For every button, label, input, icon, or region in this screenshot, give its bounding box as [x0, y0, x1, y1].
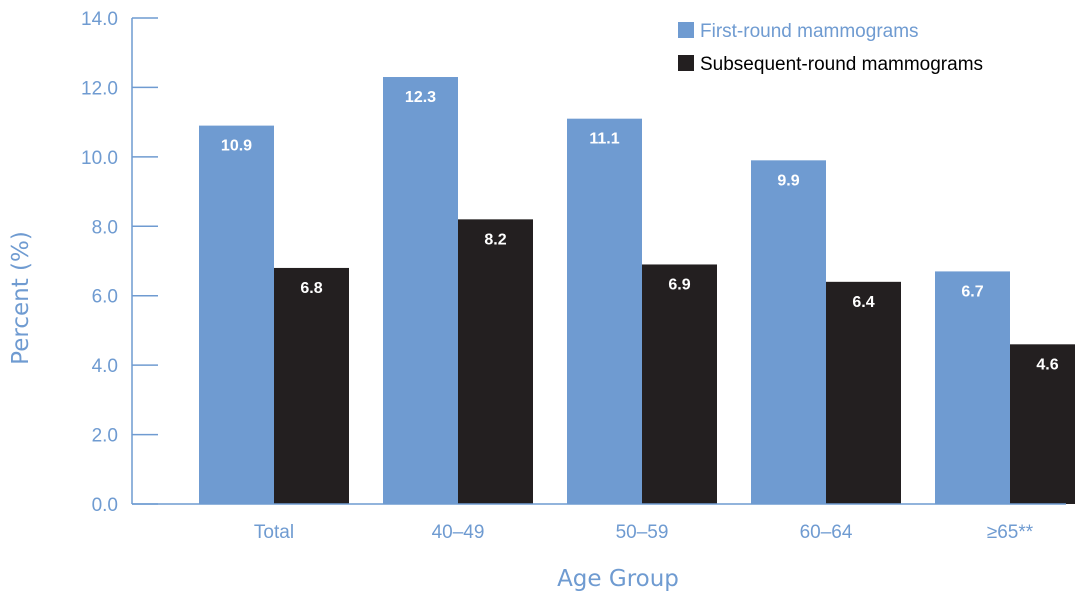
y-tick-label: 8.0: [92, 217, 118, 238]
bar-subsequent-round: [642, 264, 717, 504]
x-category-label: ≥65**: [987, 522, 1034, 543]
bar-value-label: 6.4: [852, 294, 874, 311]
y-tick-label: 4.0: [92, 356, 118, 377]
bar-value-label: 6.7: [961, 283, 983, 300]
legend-label: First-round mammograms: [700, 21, 919, 42]
bar-first-round: [199, 125, 274, 504]
y-tick-label: 2.0: [92, 426, 118, 447]
y-tick-label: 14.0: [81, 9, 118, 30]
legend-swatch: [678, 55, 694, 71]
bars: [199, 77, 1075, 505]
bar-value-label: 9.9: [777, 172, 799, 189]
legend: First-round mammograms Subsequent-round m…: [678, 21, 983, 75]
bar-value-labels: 10.9 6.8 12.3 8.2 11.1 6.9 9.9 6.4 6.7 4.6: [221, 89, 1059, 373]
bar-first-round: [935, 271, 1010, 504]
x-category-label: Total: [254, 522, 294, 543]
x-category-label: 50–59: [616, 522, 669, 543]
bar-subsequent-round: [826, 281, 901, 504]
y-tick-label: 12.0: [81, 78, 118, 99]
bar-value-label: 6.9: [668, 276, 690, 293]
bar-first-round: [751, 160, 826, 505]
bar-value-label: 11.1: [589, 131, 619, 148]
y-tick-label: 0.0: [92, 495, 118, 516]
bar-first-round: [383, 77, 458, 504]
x-category-label: 40–49: [432, 522, 485, 543]
x-axis-title: Age Group: [557, 566, 679, 592]
bar-value-label: 10.9: [221, 138, 252, 155]
bar-value-label: 6.8: [300, 280, 322, 297]
bar-first-round: [567, 118, 642, 505]
y-tick-label: 6.0: [92, 287, 118, 308]
legend-swatch: [678, 22, 694, 38]
bar-value-label: 4.6: [1036, 356, 1058, 373]
y-axis-title: Percent (%): [8, 231, 34, 365]
bar-subsequent-round: [1010, 344, 1075, 504]
x-category-label: 60–64: [800, 522, 853, 543]
x-axis: Total 40–49 50–59 60–64 ≥65**: [132, 503, 1066, 543]
y-axis: 0.0 2.0 4.0 6.0 8.0 10.0 12.0 14.0: [81, 9, 158, 516]
bar-subsequent-round: [274, 267, 349, 504]
legend-label: Subsequent-round mammograms: [700, 54, 983, 75]
bar-value-label: 12.3: [405, 89, 436, 106]
bar-subsequent-round: [458, 219, 533, 505]
bar-value-label: 8.2: [484, 231, 506, 248]
y-tick-label: 10.0: [81, 148, 118, 169]
